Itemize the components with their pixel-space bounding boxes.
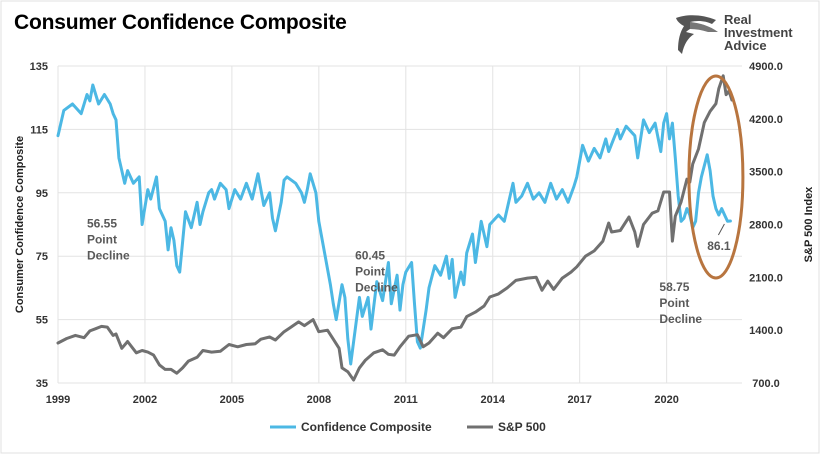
grid (57, 65, 742, 384)
annotation-text: Decline (87, 249, 130, 263)
legend-confidence-label: Confidence Composite (301, 420, 432, 434)
y-tick-label: 95 (36, 188, 48, 200)
y2-tick-label: 2800.0 (749, 220, 783, 232)
y-axis-title: Consumer Confidence Composite (14, 136, 26, 313)
overlay: 56.55 Point Decline 60.45 Point Decline 58.75 P… (87, 74, 745, 326)
y2-tick-label: 4900.0 (749, 61, 783, 73)
x-tick-label: 2011 (394, 394, 418, 406)
annotation-text: 60.45 (355, 248, 385, 262)
y-tick-label: 35 (36, 378, 48, 390)
legend-sp500-label: S&P 500 (498, 420, 546, 434)
x-tick-label: 1999 (46, 394, 70, 406)
annotation-text: Point (659, 296, 689, 310)
axes: 35 55 75 95 115 135 700.0 1400.0 2100.0 2800.0 350… (14, 61, 815, 406)
x-tick-label: 2014 (481, 394, 506, 406)
brand-line-2: Investment (724, 25, 793, 40)
annotation-text: Decline (355, 280, 398, 294)
y-tick-label: 55 (36, 315, 48, 327)
x-tick-label: 2005 (220, 394, 244, 406)
brand-logo: Real Investment Advice (672, 12, 812, 56)
legend: Confidence Composite S&P 500 (270, 420, 546, 434)
annotation-pointer (717, 223, 725, 236)
brand-name: Real Investment Advice (724, 13, 793, 52)
annotation-text: Point (87, 233, 117, 247)
y2-tick-label: 2100.0 (749, 272, 783, 284)
annotation-text: 56.55 (87, 217, 117, 231)
annotation-text: 58.75 (659, 280, 689, 294)
sp500-line (56, 74, 734, 382)
highlight-ellipse (687, 74, 745, 280)
x-tick-label: 2002 (133, 394, 157, 406)
y-tick-label: 115 (30, 124, 48, 136)
x-tick-label: 2020 (654, 394, 678, 406)
x-tick-label: 2008 (307, 394, 331, 406)
y2-tick-label: 700.0 (752, 378, 780, 390)
confidence-composite-line (56, 83, 732, 366)
y2-tick-label: 1400.0 (749, 325, 783, 337)
brand-line-1: Real (724, 12, 752, 27)
annotation-text: 86.1 (707, 239, 731, 253)
brand-line-3: Advice (724, 38, 767, 53)
y2-tick-label: 4200.0 (749, 114, 783, 126)
y2-tick-label: 3500.0 (749, 167, 783, 179)
y-tick-label: 75 (36, 251, 48, 263)
annotation-text: Decline (659, 312, 702, 326)
series-layer (56, 74, 734, 382)
y-tick-label: 135 (30, 61, 48, 73)
eagle-head-logo-icon (676, 15, 718, 54)
chart-title: Consumer Confidence Composite (14, 11, 347, 34)
x-tick-label: 2017 (567, 394, 591, 406)
y2-axis-title: S&P 500 Index (803, 186, 815, 262)
annotation-text: Point (355, 264, 385, 278)
